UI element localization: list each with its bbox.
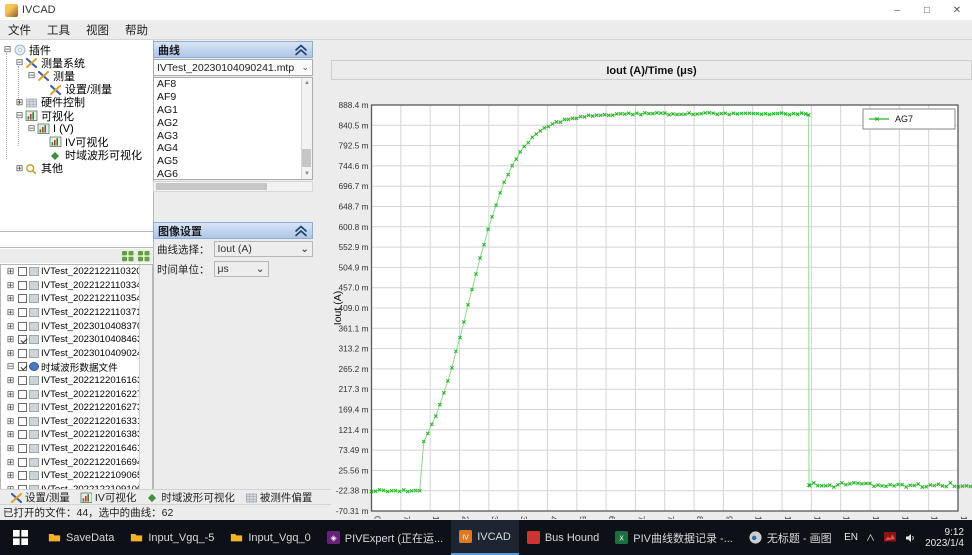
svg-text:Iout (A): Iout (A) xyxy=(332,291,344,325)
svg-text:600.8 m: 600.8 m xyxy=(339,222,369,232)
svg-text:3.192: 3.192 xyxy=(490,516,500,519)
svg-text:7.980: 7.980 xyxy=(666,516,676,519)
svg-text:-22.38 m: -22.38 m xyxy=(336,486,369,496)
svg-text:552.9 m: 552.9 m xyxy=(339,242,369,252)
svg-text:744.6 m: 744.6 m xyxy=(339,161,369,171)
svg-text:14.36: 14.36 xyxy=(900,516,910,519)
svg-text:10.37: 10.37 xyxy=(754,516,764,519)
svg-text:11.97: 11.97 xyxy=(812,516,822,519)
svg-text:4.788: 4.788 xyxy=(548,516,558,519)
svg-text:888.4 m: 888.4 m xyxy=(339,100,369,110)
svg-text:13.57: 13.57 xyxy=(871,516,881,519)
svg-text:313.2 m: 313.2 m xyxy=(339,344,369,354)
svg-text:696.7 m: 696.7 m xyxy=(339,181,369,191)
svg-text:11.17: 11.17 xyxy=(783,516,793,519)
svg-text:217.3 m: 217.3 m xyxy=(339,384,369,394)
svg-text:504.9 m: 504.9 m xyxy=(339,262,369,272)
svg-text:798.0 m: 798.0 m xyxy=(402,516,412,519)
svg-text:-70.31 m: -70.31 m xyxy=(336,506,369,516)
svg-text:792.5 m: 792.5 m xyxy=(339,141,369,151)
svg-text:648.7 m: 648.7 m xyxy=(339,202,369,212)
svg-text:8.778: 8.778 xyxy=(695,516,705,519)
svg-text:12.77: 12.77 xyxy=(842,516,852,519)
svg-text:73.49 m: 73.49 m xyxy=(339,445,369,455)
svg-text:3.990: 3.990 xyxy=(519,516,529,519)
svg-text:265.2 m: 265.2 m xyxy=(339,364,369,374)
svg-text:AG7: AG7 xyxy=(895,114,913,124)
svg-text:9.576: 9.576 xyxy=(724,516,734,519)
svg-text:7.182: 7.182 xyxy=(636,516,646,519)
svg-text:X: X xyxy=(619,536,624,543)
svg-text:169.4 m: 169.4 m xyxy=(339,405,369,415)
svg-text:2.394: 2.394 xyxy=(460,516,470,519)
svg-text:25.56 m: 25.56 m xyxy=(339,465,369,475)
svg-text:15.16: 15.16 xyxy=(930,516,940,519)
svg-text:840.5 m: 840.5 m xyxy=(339,120,369,130)
svg-text:121.4 m: 121.4 m xyxy=(339,425,369,435)
svg-text:IV: IV xyxy=(462,535,469,542)
svg-text:1.596: 1.596 xyxy=(431,516,441,519)
svg-text:0.000: 0.000 xyxy=(373,516,383,519)
svg-text:◈: ◈ xyxy=(330,534,337,543)
svg-text:6.384: 6.384 xyxy=(607,516,617,519)
svg-text:5.586: 5.586 xyxy=(578,516,588,519)
svg-text:15.96: 15.96 xyxy=(959,516,969,519)
